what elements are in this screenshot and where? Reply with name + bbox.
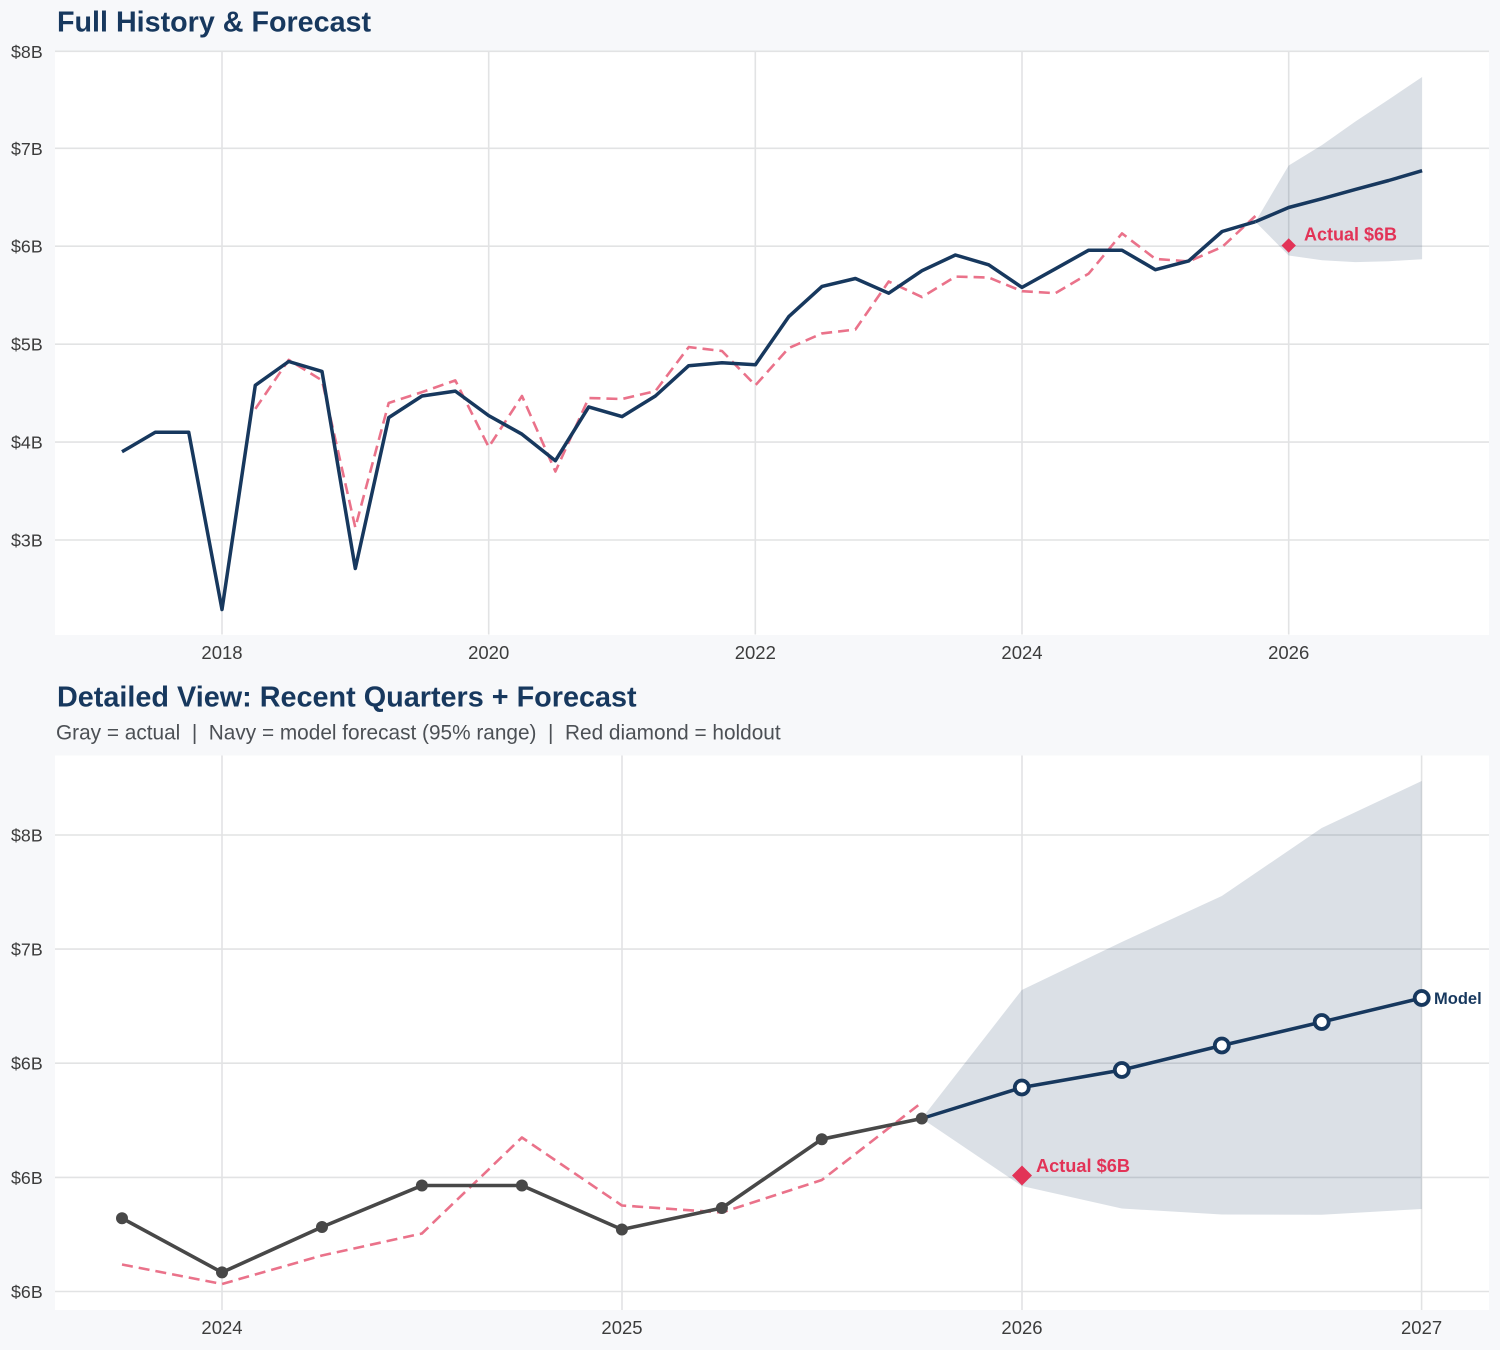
svg-text:2018: 2018 [201,642,242,663]
svg-text:$6B: $6B [11,1282,43,1302]
svg-text:Actual $6B: Actual $6B [1036,1156,1130,1176]
svg-text:Detailed View: Recent Quarters: Detailed View: Recent Quarters + Forecas… [57,682,637,714]
svg-text:$7B: $7B [11,940,43,960]
svg-text:Model: Model [1434,990,1482,1008]
svg-text:2024: 2024 [201,1317,242,1338]
svg-text:2026: 2026 [1001,1317,1042,1338]
svg-text:$4B: $4B [11,433,43,453]
svg-text:$6B: $6B [11,1168,43,1188]
svg-text:$7B: $7B [11,139,43,159]
svg-text:$6B: $6B [11,1054,43,1074]
svg-text:2020: 2020 [468,642,509,663]
svg-text:Gray = actual | Navy = model: Gray = actual | Navy = model forecast (9… [56,722,781,745]
svg-text:$3B: $3B [11,531,43,551]
svg-text:2022: 2022 [735,642,776,663]
svg-text:2024: 2024 [1001,642,1042,663]
svg-text:$8B: $8B [11,826,43,846]
svg-text:Actual $6B: Actual $6B [1304,225,1397,245]
svg-text:2025: 2025 [601,1317,642,1338]
svg-text:2026: 2026 [1268,642,1309,663]
svg-text:2027: 2027 [1401,1317,1442,1338]
svg-text:$8B: $8B [11,42,43,62]
svg-text:$5B: $5B [11,335,43,355]
svg-text:$6B: $6B [11,237,43,257]
svg-text:Full History & Forecast: Full History & Forecast [57,7,371,39]
